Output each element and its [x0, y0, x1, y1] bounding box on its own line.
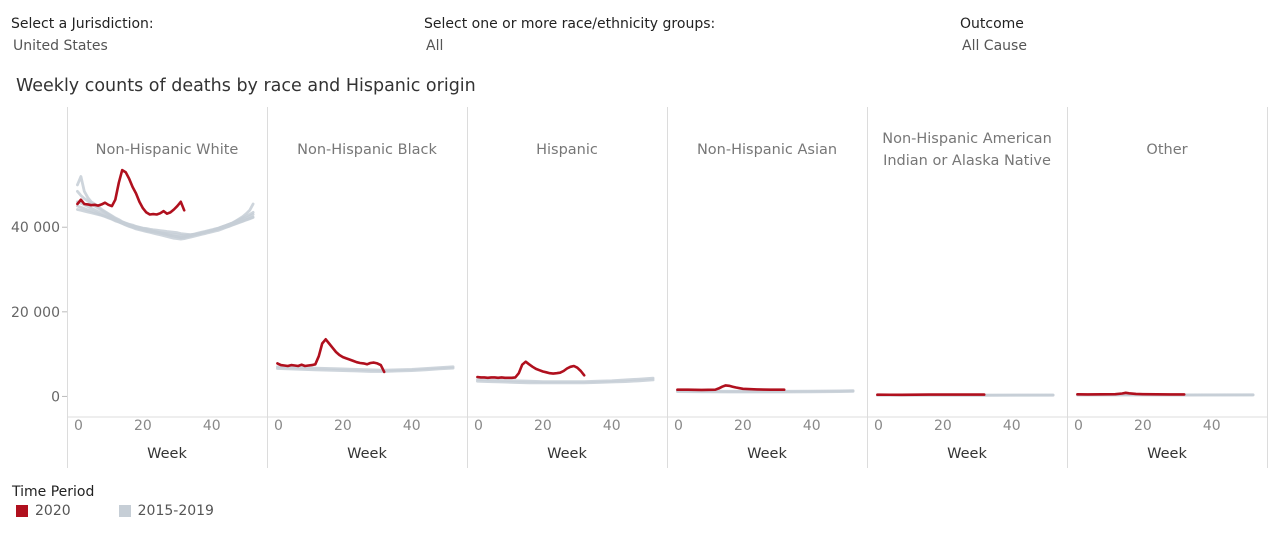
series-line-2015-2019-non-hispanic-white: [76, 200, 255, 241]
x-tick-label: 0: [874, 418, 883, 434]
panel-title-non-hispanic-black: Non-Hispanic Black: [297, 142, 437, 158]
x-tick-label: 0: [1074, 418, 1083, 434]
x-tick-label: 20: [734, 418, 752, 434]
x-axis-title: Week: [1147, 446, 1187, 462]
series-line-2015-2019-hispanic: [476, 378, 655, 385]
x-tick-label: 20: [534, 418, 552, 434]
x-tick-label: 40: [203, 418, 221, 434]
series-line-2020-non-hispanic-asian: [676, 384, 786, 392]
legend: Time Period 2020 2015-2019: [12, 483, 258, 519]
legend-swatch-2015-2019: [118, 505, 131, 517]
x-tick-label: 40: [1003, 418, 1021, 434]
y-tick-label: 40 000: [11, 220, 60, 236]
legend-item-2020[interactable]: 2020: [12, 503, 71, 519]
legend-label-2020: 2020: [35, 503, 71, 519]
jurisdiction-filter-value[interactable]: United States: [13, 38, 108, 54]
legend-title: Time Period: [12, 484, 95, 500]
series-line-2015-2019-non-hispanic-black: [276, 366, 455, 373]
chart-title: Weekly counts of deaths by race and Hisp…: [16, 76, 476, 96]
legend-item-2015-2019[interactable]: 2015-2019: [115, 503, 214, 519]
y-tick-label: 0: [51, 389, 60, 405]
y-tick-label: 20 000: [11, 305, 60, 321]
series-line-2020-hispanic: [476, 360, 586, 380]
x-tick-label: 20: [134, 418, 152, 434]
race-filter-value[interactable]: All: [426, 38, 444, 54]
legend-swatch-2020: [16, 505, 28, 517]
x-tick-label: 40: [1203, 418, 1221, 434]
panel-title-non-hispanic-asian: Non-Hispanic Asian: [697, 142, 837, 158]
series-line-2020-non-hispanic-white: [76, 168, 186, 216]
x-tick-label: 0: [674, 418, 683, 434]
panel-title-non-hispanic-american-indian-or-alaska-native: Indian or Alaska Native: [883, 153, 1051, 169]
x-axis-title: Week: [947, 446, 987, 462]
x-tick-label: 40: [603, 418, 621, 434]
race-filter-label: Select one or more race/ethnicity groups…: [424, 16, 716, 32]
outcome-filter-label: Outcome: [960, 16, 1024, 32]
x-tick-label: 40: [403, 418, 421, 434]
x-tick-label: 0: [74, 418, 83, 434]
x-tick-label: 0: [274, 418, 283, 434]
x-tick-label: 20: [1134, 418, 1152, 434]
series-line-2020-other: [1076, 391, 1186, 396]
jurisdiction-filter-label: Select a Jurisdiction:: [11, 16, 154, 32]
race-filter[interactable]: Select one or more race/ethnicity groups…: [424, 14, 715, 56]
panel-title-non-hispanic-white: Non-Hispanic White: [96, 142, 239, 158]
panel-title-non-hispanic-american-indian-or-alaska-native: Non-Hispanic American: [882, 131, 1052, 147]
outcome-filter[interactable]: Outcome All Cause: [960, 14, 1027, 56]
series-line-2020-non-hispanic-black: [276, 338, 386, 374]
x-axis-title: Week: [147, 446, 187, 462]
outcome-filter-value[interactable]: All Cause: [962, 38, 1027, 54]
x-axis-title: Week: [747, 446, 787, 462]
x-axis-title: Week: [547, 446, 587, 462]
x-tick-label: 20: [334, 418, 352, 434]
jurisdiction-filter[interactable]: Select a Jurisdiction: United States: [11, 14, 154, 56]
series-line-2015-2019-non-hispanic-asian: [676, 389, 855, 394]
panel-title-hispanic: Hispanic: [536, 142, 598, 158]
x-axis-title: Week: [347, 446, 387, 462]
x-tick-label: 0: [474, 418, 483, 434]
x-tick-label: 20: [934, 418, 952, 434]
legend-label-2015-2019: 2015-2019: [137, 503, 214, 519]
panel-title-other: Other: [1146, 142, 1187, 158]
x-tick-label: 40: [803, 418, 821, 434]
